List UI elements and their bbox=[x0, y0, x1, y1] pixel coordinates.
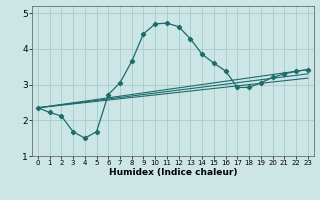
X-axis label: Humidex (Indice chaleur): Humidex (Indice chaleur) bbox=[108, 168, 237, 177]
